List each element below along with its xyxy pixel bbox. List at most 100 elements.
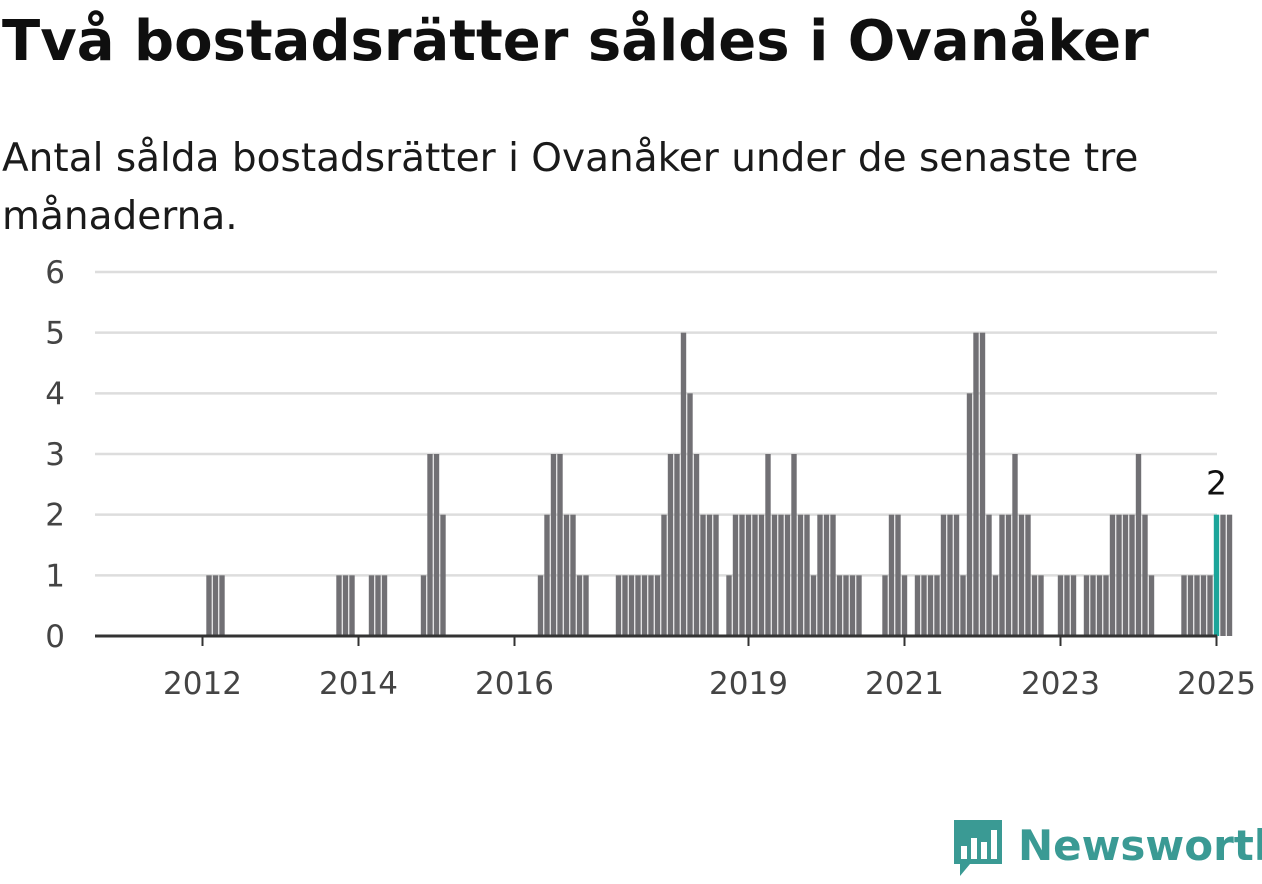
bar [888,514,895,636]
bar [973,332,979,636]
chart-subtitle: Antal sålda bostadsrätter i Ovanåker und… [2,136,1139,239]
bar [615,575,622,636]
bar [537,575,544,636]
bar [771,514,778,636]
bar [960,575,966,636]
x-tick-label: 2021 [865,666,944,702]
x-tick-label: 2019 [709,666,788,702]
bar [966,393,973,636]
bar [713,514,719,636]
bar [570,514,576,636]
bar [856,575,862,636]
bar [992,575,999,636]
bar [1005,514,1012,636]
bar [622,575,628,636]
bar [576,575,583,636]
x-tick-label: 2025 [1177,666,1256,702]
bar [1018,514,1025,636]
bar [1181,575,1187,636]
chart-title: Två bostadsrätter såldes i Ovanåker [2,9,1149,74]
bar [784,514,791,636]
bar [927,575,934,636]
y-tick-label: 0 [45,619,65,655]
brand-logo: Newsworthy [950,818,1262,880]
bar [1070,575,1077,636]
bar [836,575,843,636]
bar [953,514,960,636]
bar [661,514,667,636]
bar [433,454,440,636]
bar [797,514,804,636]
bar [674,454,680,636]
bar [635,575,641,636]
x-tick-label: 2014 [319,666,398,702]
bar [979,332,986,636]
bar [628,575,635,636]
bar [778,514,784,636]
x-tick-label: 2012 [163,666,242,702]
bar [1025,514,1031,636]
bar [1064,575,1070,636]
bar [349,575,355,636]
bar [810,575,817,636]
bar [219,575,225,636]
bar [914,575,921,636]
bar [752,514,758,636]
y-tick-label: 3 [45,437,65,473]
y-tick-label: 4 [45,376,65,412]
bar [1109,514,1116,636]
bar [544,514,550,636]
x-tick-label: 2023 [1021,666,1100,702]
bar [934,575,940,636]
bar [563,514,570,636]
bar [693,454,700,636]
bar-chart-logo-icon [954,820,1002,876]
x-tick-label: 2016 [475,666,554,702]
x-axis: 2012 2014 2016 2019 2021 2023 2025 [95,634,1256,702]
bar [895,514,901,636]
bar [1038,575,1044,636]
gridlines [95,270,1217,577]
bar [1096,575,1103,636]
bar [1187,575,1194,636]
bar [791,454,797,636]
bar [849,575,856,636]
bar [648,575,654,636]
bar [804,514,810,636]
bar [1122,514,1129,636]
bar [368,575,375,636]
bar [700,514,706,636]
bar [427,454,433,636]
y-tick-label: 6 [45,255,65,291]
bar [999,514,1005,636]
bar-highlight [1213,514,1220,636]
bar [901,575,908,636]
bar [1207,575,1213,636]
bar [817,514,823,636]
bar [687,393,693,636]
y-tick-label: 1 [45,558,65,594]
bar [843,575,849,636]
bar [420,575,427,636]
bar [732,514,739,636]
bar [336,575,342,636]
bar [921,575,927,636]
bar [641,575,648,636]
y-tick-label: 2 [45,498,65,534]
bar [206,575,212,636]
bar [823,514,830,636]
bar [882,575,888,636]
bar [1194,575,1200,636]
bar [947,514,953,636]
bar [1090,575,1096,636]
bar [1116,514,1122,636]
bar [557,454,563,636]
bar [765,454,771,636]
bar [830,514,836,636]
bar [1103,575,1109,636]
y-axis-labels: 0 1 2 3 4 5 6 [45,255,65,655]
bars [206,332,1233,636]
bar [550,454,557,636]
bar [212,575,219,636]
